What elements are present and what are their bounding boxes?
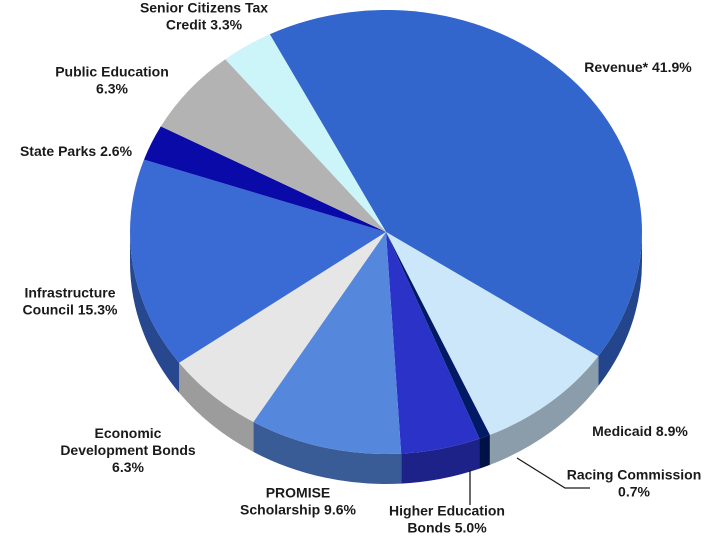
pie-depth-layer <box>130 232 642 485</box>
slice-side-infrastructure-council <box>130 232 180 393</box>
slice-revenue <box>269 10 642 357</box>
slice-label-line: Infrastructure <box>24 285 115 301</box>
slice-label-line: Economic <box>95 425 162 441</box>
slice-label-public-education: Public Education 6.3% <box>55 64 169 97</box>
slice-side-racing-commission <box>479 434 490 469</box>
pie-top-layer <box>130 10 642 455</box>
slice-promise-scholarship <box>253 232 402 455</box>
slice-label-state-parks: State Parks 2.6% <box>20 143 133 159</box>
slice-label-line: Council 15.3% <box>23 302 118 318</box>
slice-side-revenue <box>598 232 642 387</box>
slice-side-economic-development-bonds <box>179 362 254 452</box>
slice-label-infrastructure-council: Infrastructure Council 15.3% <box>23 285 118 318</box>
slice-label-line: 6.3% <box>96 81 128 97</box>
leader-line-racing-commission <box>516 457 590 489</box>
slice-label-higher-education-bonds: Higher Education Bonds 5.0% <box>389 503 505 536</box>
slice-medicaid <box>386 232 599 435</box>
slice-labels: Revenue* 41.9% Medicaid 8.9% Racing Commis… <box>20 0 701 536</box>
slice-label-line: Racing Commission <box>567 467 702 483</box>
slice-side-medicaid <box>489 356 599 465</box>
slice-label-line: Public Education <box>55 64 169 80</box>
slice-side-promise-scholarship <box>253 421 402 485</box>
slice-economic-development-bonds <box>179 232 386 422</box>
slice-label-line: Revenue* 41.9% <box>584 59 692 75</box>
slice-label-line: Senior Citizens Tax <box>140 0 268 16</box>
slice-label-line: PROMISE <box>266 485 331 501</box>
slice-label-line: Development Bonds <box>60 442 196 458</box>
slice-label-senior-citizens-tax-credit: Senior Citizens Tax Credit 3.3% <box>140 0 268 33</box>
slice-label-line: Higher Education <box>389 503 505 519</box>
slice-racing-commission <box>386 232 490 439</box>
slice-label-line: State Parks 2.6% <box>20 143 133 159</box>
slice-label-racing-commission: Racing Commission 0.7% <box>567 467 702 500</box>
slice-label-economic-development-bonds: Economic Development Bonds 6.3% <box>60 425 196 475</box>
slice-senior-citizens-tax-credit <box>225 34 386 233</box>
slice-label-line: Medicaid 8.9% <box>592 423 688 439</box>
slice-infrastructure-council <box>130 159 386 363</box>
slice-public-education <box>160 59 386 232</box>
slice-label-line: Credit 3.3% <box>166 17 243 33</box>
slice-label-line: Scholarship 9.6% <box>240 502 356 518</box>
slice-label-line: 6.3% <box>112 459 144 475</box>
slice-label-promise-scholarship: PROMISE Scholarship 9.6% <box>240 485 356 518</box>
slice-label-medicaid: Medicaid 8.9% <box>592 423 688 439</box>
slice-state-parks <box>143 126 386 232</box>
slice-label-revenue: Revenue* 41.9% <box>584 59 692 75</box>
slice-higher-education-bonds <box>386 232 480 454</box>
slice-side-higher-education-bonds <box>401 438 480 484</box>
slice-label-line: Bonds 5.0% <box>407 520 487 536</box>
leader-lines <box>469 457 590 505</box>
slice-label-line: 0.7% <box>618 484 650 500</box>
